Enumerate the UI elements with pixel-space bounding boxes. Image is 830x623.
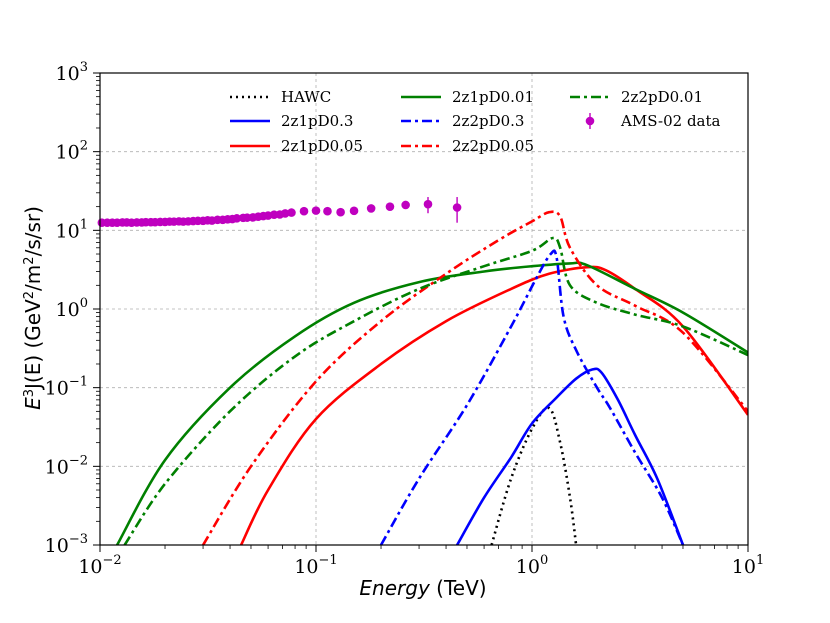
y-tick-label: 100 <box>56 296 88 321</box>
legend-label: 2z2pD0.01 <box>621 88 703 106</box>
x-tick-label: 101 <box>732 553 764 578</box>
ams-data-point <box>366 204 376 213</box>
x-tick-label: 10−2 <box>78 553 121 578</box>
legend-label: 2z2pD0.3 <box>452 112 524 130</box>
ams-data-point <box>385 202 395 211</box>
legend-marker <box>585 116 595 126</box>
ams-data-point <box>349 206 359 216</box>
ams-data-point <box>323 206 332 216</box>
series-line <box>201 210 748 545</box>
ams-data-point <box>423 199 433 209</box>
legend-label: 2z1pD0.01 <box>452 88 534 106</box>
ams-data-point <box>287 208 296 217</box>
y-tick-label: 10−3 <box>45 532 88 557</box>
ams-data-point <box>311 206 321 215</box>
series-line <box>123 236 748 545</box>
series-line <box>239 265 748 545</box>
legend: HAWC 2z1pD0.3 2z1pD0.05 2z1pD0.01 2z2pD0.3 2z… <box>230 88 721 155</box>
x-tick-label: 10−1 <box>294 553 337 578</box>
legend-label: 2z1pD0.3 <box>281 112 353 130</box>
y-tick-label: 103 <box>56 60 88 85</box>
y-tick-label: 101 <box>56 217 88 242</box>
legend-label: 2z1pD0.05 <box>281 137 363 155</box>
y-tick-label: 10−2 <box>45 453 88 478</box>
x-axis-label: Energy (TeV) <box>359 576 486 600</box>
series-line <box>490 406 578 545</box>
ams-data-point <box>401 200 410 210</box>
y-tick-label: 102 <box>56 139 88 164</box>
ams-data-point <box>336 207 345 217</box>
ams-data-point <box>280 209 290 218</box>
ams-data-point <box>452 203 462 212</box>
x-tick-label: 100 <box>516 553 548 578</box>
ams-data-point <box>299 206 309 216</box>
ams-data-point <box>232 214 242 223</box>
series-line <box>115 261 748 545</box>
x-axis-ticks: 10−2 10−1 100 101 <box>78 545 764 578</box>
y-axis-label: E3J(E) (GeV2/m2/s/sr) <box>21 206 45 410</box>
y-tick-label: 10−1 <box>45 375 88 400</box>
legend-label: 2z2pD0.05 <box>452 137 534 155</box>
series-layer <box>115 210 748 545</box>
grid-lines <box>99 72 749 546</box>
series-line <box>379 249 685 545</box>
y-axis-ticks: 10−3 10−2 10−1 100 101 102 103 <box>45 60 100 557</box>
legend-label: AMS-02 data <box>620 112 721 130</box>
legend-label: HAWC <box>281 88 331 106</box>
series-line <box>455 367 685 545</box>
ams-data-layer <box>97 197 462 228</box>
